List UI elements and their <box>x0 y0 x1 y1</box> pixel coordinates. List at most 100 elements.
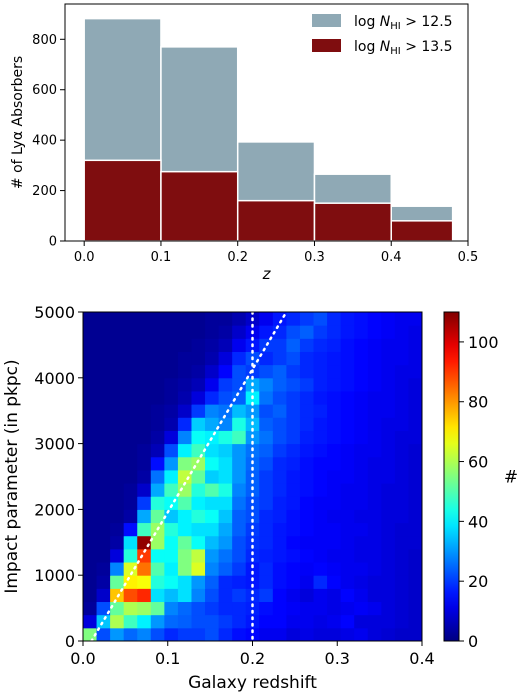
heatmap-cell <box>137 575 152 589</box>
heatmap-cell <box>327 364 342 379</box>
x-tick-label: 0.1 <box>155 649 180 668</box>
heatmap-cell <box>232 312 247 326</box>
histogram-x-ticks: 0.0 0.1 0.2 0.3 0.4 0.5 <box>74 241 478 265</box>
heatmap-cell <box>137 522 152 537</box>
heatmap-cell <box>394 627 409 642</box>
heatmap-cell <box>394 588 409 603</box>
heatmap-cell <box>381 614 396 629</box>
heatmap-cell <box>286 601 301 616</box>
heatmap-cell <box>367 390 382 405</box>
heatmap-cell <box>110 601 125 616</box>
heatmap-cell <box>354 496 369 510</box>
heatmap-cell <box>259 548 274 563</box>
heatmap-cell <box>313 575 328 589</box>
heatmap-cell <box>367 522 382 537</box>
heatmap-cell <box>191 404 206 418</box>
heatmap-cell <box>313 601 328 616</box>
heatmap-cell <box>123 377 138 392</box>
heatmap-cell <box>123 312 138 326</box>
heatmap-cell <box>299 483 315 497</box>
heatmap-cell <box>96 496 111 510</box>
heatmap-cell <box>354 575 369 589</box>
heatmap-cell <box>313 430 328 445</box>
heatmap-cell <box>191 377 206 392</box>
heatmap-cell <box>123 588 138 603</box>
heatmap-cell <box>177 417 192 431</box>
heatmap-cell <box>354 338 369 352</box>
heatmap-cell <box>299 469 315 484</box>
heatmap-cell <box>313 588 328 603</box>
x-tick-label: 0.2 <box>227 250 248 265</box>
heatmap-cell <box>96 562 111 576</box>
heatmap-cell <box>327 417 342 431</box>
y-tick-label: 5000 <box>34 303 75 322</box>
heatmap-cell <box>245 548 260 563</box>
heatmap-cell <box>381 496 396 510</box>
y-tick-label: 3000 <box>34 435 75 454</box>
heatmap-cell <box>110 325 125 339</box>
heatmap-cell <box>340 312 355 326</box>
heatmap-cell <box>164 404 179 418</box>
heatmap-cell <box>367 562 382 576</box>
heatmap-cell <box>123 548 138 563</box>
heatmap-cell <box>381 522 396 537</box>
heatmap-cell <box>340 390 355 405</box>
y-tick-label: 200 <box>32 184 57 199</box>
heatmap-cell <box>286 588 301 603</box>
heatmap-cell <box>259 601 274 616</box>
heatmap-cell <box>286 627 301 642</box>
heatmap-cell <box>272 443 287 458</box>
heatmap-cell <box>286 614 301 629</box>
heatmap-cell <box>191 390 206 405</box>
heatmap-cell <box>354 430 369 445</box>
heatmap-cell <box>96 351 111 366</box>
x-tick-label: 0.1 <box>151 250 172 265</box>
heatmap-cell <box>218 430 233 445</box>
bar-nhi-13-5 <box>83 159 162 242</box>
heatmap-cell <box>83 404 98 418</box>
heatmap-cell <box>408 404 423 418</box>
heatmap-cell <box>164 535 179 550</box>
heatmap-cell <box>367 338 382 352</box>
heatmap-cell <box>327 483 342 497</box>
heatmap-cell <box>150 351 165 366</box>
heatmap-cell <box>150 404 165 418</box>
heatmap-cell <box>381 575 396 589</box>
heatmap-cell <box>164 575 179 589</box>
heatmap-cell <box>110 430 125 445</box>
heatmap-cell <box>96 404 111 418</box>
heatmap-cell <box>232 430 247 445</box>
heatmap-cell <box>205 562 220 576</box>
heatmap-cell <box>299 627 315 642</box>
heatmap-cell <box>354 562 369 576</box>
heatmap-cell <box>218 443 233 458</box>
heatmap-cell <box>164 483 179 497</box>
x-tick-label: 0.2 <box>240 649 265 668</box>
heatmap-cell <box>354 456 369 471</box>
heatmap-cell <box>286 496 301 510</box>
heatmap-cell <box>110 404 125 418</box>
heatmap-cell <box>83 588 98 603</box>
heatmap-cell <box>150 364 165 379</box>
heatmap-cell <box>340 548 355 563</box>
heatmap-cell <box>177 312 192 326</box>
heatmap-cell <box>367 575 382 589</box>
colorbar-tick-label: 40 <box>468 512 488 531</box>
heatmap-cell <box>272 575 287 589</box>
heatmap-cell <box>394 469 409 484</box>
heatmap-cell <box>408 548 423 563</box>
heatmap-cell <box>123 364 138 379</box>
heatmap-cell <box>272 496 287 510</box>
heatmap-cell <box>354 325 369 339</box>
x-tick-label: 0.5 <box>458 250 479 265</box>
heatmap-cell <box>177 509 192 524</box>
heatmap-cell <box>150 496 165 510</box>
heatmap-cell <box>259 483 274 497</box>
heatmap-cell <box>83 456 98 471</box>
x-tick-label: 0.4 <box>381 250 402 265</box>
heatmap-cell <box>354 390 369 405</box>
heatmap-cell <box>177 575 192 589</box>
heatmap-cell <box>272 456 287 471</box>
heatmap-cell <box>245 627 260 642</box>
heatmap-cell <box>96 601 111 616</box>
